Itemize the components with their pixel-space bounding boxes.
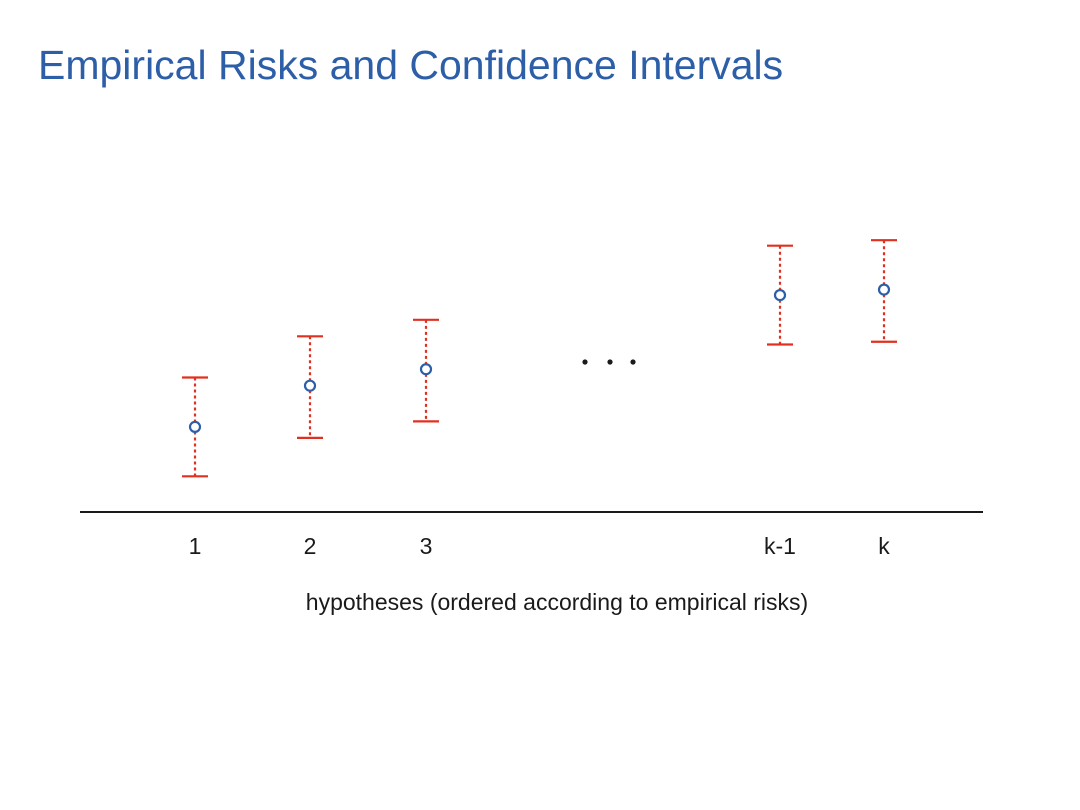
- x-tick-label-2: 2: [304, 533, 317, 559]
- risk-point-2: [303, 379, 317, 392]
- interval-group: [182, 239, 897, 478]
- tick-label-group: 1 2 3 k-1 k: [189, 533, 891, 559]
- ellipsis-dots: [582, 359, 636, 365]
- risk-point-3: [419, 363, 433, 376]
- ellipsis-dot-1: [582, 359, 588, 365]
- x-axis-title: hypotheses (ordered according to empiric…: [306, 589, 808, 615]
- x-tick-label-1: 1: [189, 533, 202, 559]
- slide-title: Empirical Risks and Confidence Intervals: [38, 42, 784, 88]
- point-group: [188, 283, 891, 433]
- risk-point-k: [877, 283, 891, 296]
- ellipsis-dot-3: [630, 359, 636, 365]
- risk-point-1: [188, 420, 202, 433]
- x-tick-label-3: 3: [420, 533, 433, 559]
- x-tick-label-k: k: [878, 533, 890, 559]
- risk-point-k-1: [773, 289, 787, 302]
- ellipsis-dot-2: [607, 359, 613, 365]
- x-tick-label-k-1: k-1: [764, 533, 796, 559]
